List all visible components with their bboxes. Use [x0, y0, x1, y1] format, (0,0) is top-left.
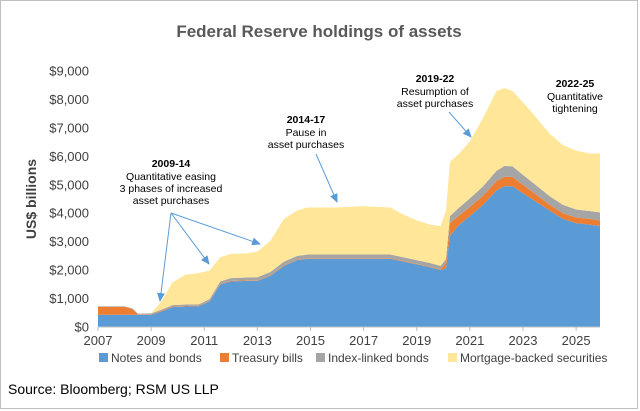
- annotation-qe: 2009-14 Quantitative easing 3 phases of …: [120, 158, 223, 207]
- annotation-qe-line: Quantitative easing: [126, 171, 216, 183]
- legend-swatch: [448, 353, 457, 362]
- legend-item: Index-linked bonds: [316, 351, 429, 365]
- annotation-resume-line: Resumption of: [401, 86, 469, 98]
- annotation-arrow: [448, 111, 472, 138]
- annotation-arrow: [170, 212, 210, 265]
- y-axis-label: US$ billions: [23, 159, 39, 239]
- x-tick-label: 2021: [455, 333, 484, 348]
- y-tick-label: $2,000: [49, 263, 89, 278]
- legend-swatch: [99, 353, 108, 362]
- annotation-resume: 2019-22 Resumption of asset purchases: [397, 73, 473, 110]
- annotation-qt-title: 2022-25: [556, 78, 595, 90]
- x-tick-label: 2009: [137, 333, 166, 348]
- annotation-arrow: [315, 153, 338, 203]
- source-note: Source: Bloomberg; RSM US LLP: [8, 381, 219, 397]
- y-tick-label: $7,000: [49, 120, 89, 135]
- x-tick-label: 2015: [296, 333, 325, 348]
- y-tick-label: $4,000: [49, 206, 89, 221]
- annotation-pause-line: Pause in: [286, 127, 327, 139]
- legend-item: Notes and bonds: [99, 351, 202, 365]
- legend-label: Treasury bills: [232, 351, 303, 365]
- legend: Notes and bonds Treasury bills Index-linke…: [99, 351, 607, 365]
- x-tick-label: 2025: [562, 333, 591, 348]
- y-tick-label: $5,000: [49, 177, 89, 192]
- annotation-arrows: [157, 111, 472, 302]
- annotation-pause: 2014-17 Pause in asset purchases: [268, 114, 344, 151]
- annotation-qt-line: Quantitative: [547, 91, 603, 103]
- legend-label: Index-linked bonds: [328, 351, 429, 365]
- y-tick-label: $8,000: [49, 92, 89, 107]
- annotation-arrow: [170, 212, 261, 246]
- annotation-qt-line: tightening: [552, 103, 598, 115]
- series-areas: [98, 88, 600, 327]
- annotation-resume-title: 2019-22: [416, 73, 455, 85]
- annotation-qe-line: asset purchases: [133, 195, 209, 207]
- annotation-arrow: [157, 212, 172, 302]
- annotation-pause-title: 2014-17: [287, 114, 326, 126]
- y-tick-label: $6,000: [49, 149, 89, 164]
- y-tick-label: $3,000: [49, 234, 89, 249]
- chart-title: Federal Reserve holdings of assets: [176, 22, 461, 41]
- legend-item: Treasury bills: [220, 351, 303, 365]
- area-series-3: [98, 88, 600, 314]
- x-tick-label: 2011: [190, 333, 218, 348]
- legend-swatch: [316, 353, 325, 362]
- y-tick-label: $9,000: [49, 64, 89, 79]
- area-series-0: [98, 186, 600, 327]
- annotation-qe-line: 3 phases of increased: [120, 183, 223, 195]
- y-tick-label: $1,000: [49, 291, 89, 306]
- legend-label: Mortgage-backed securities: [460, 351, 607, 365]
- annotation-qt: 2022-25 Quantitative tightening: [547, 78, 603, 115]
- annotation-qe-title: 2009-14: [152, 158, 191, 170]
- annotation-pause-line: asset purchases: [268, 139, 344, 151]
- x-axis: 2007 2009 2011 2013 2015 2017 2019 2021 2023 2025: [84, 326, 600, 348]
- x-tick-label: 2017: [349, 333, 378, 348]
- area-series-1: [98, 176, 600, 315]
- x-tick-label: 2023: [509, 333, 538, 348]
- legend-swatch: [220, 353, 229, 362]
- x-tick-label: 2019: [402, 333, 431, 348]
- annotation-resume-line: asset purchases: [397, 98, 473, 110]
- legend-label: Notes and bonds: [111, 351, 202, 365]
- y-tick-label: $0: [75, 320, 89, 335]
- y-axis: $0 $1,000 $2,000 $3,000 $4,000 $5,000 $6,000 $7…: [49, 64, 89, 335]
- legend-item: Mortgage-backed securities: [448, 351, 607, 365]
- x-tick-label: 2007: [84, 333, 113, 348]
- x-tick-label: 2013: [243, 333, 272, 348]
